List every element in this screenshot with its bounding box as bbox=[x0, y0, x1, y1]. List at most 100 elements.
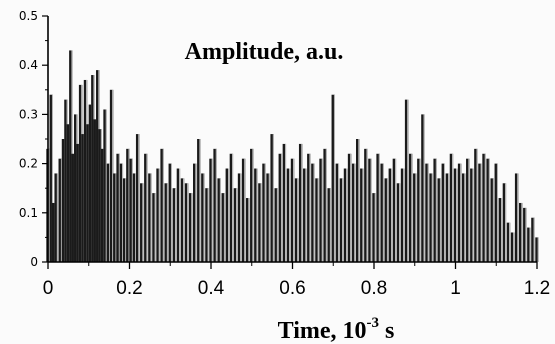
bar bbox=[116, 153, 120, 262]
chart-title: Amplitude, a.u. bbox=[185, 39, 344, 65]
bar bbox=[514, 173, 519, 262]
bar bbox=[315, 178, 319, 262]
bar bbox=[209, 158, 213, 262]
bar bbox=[282, 143, 287, 262]
bar bbox=[396, 183, 401, 262]
x-tick-label: 1 bbox=[450, 278, 461, 299]
bar bbox=[494, 163, 498, 262]
bar bbox=[360, 168, 364, 262]
bar bbox=[449, 153, 454, 262]
bar bbox=[245, 198, 250, 262]
bar bbox=[76, 143, 80, 262]
bar bbox=[83, 79, 88, 263]
bar bbox=[351, 163, 356, 262]
bar bbox=[502, 183, 507, 262]
bar bbox=[81, 134, 85, 262]
bar bbox=[429, 173, 433, 262]
bar bbox=[184, 183, 189, 262]
x-axis-label-text: Time, 10 bbox=[278, 318, 367, 344]
x-axis-label-exponent: -3 bbox=[367, 315, 380, 331]
bar bbox=[519, 202, 523, 262]
bar bbox=[441, 163, 445, 262]
x-tick-label: 0.8 bbox=[361, 278, 387, 299]
bar bbox=[61, 139, 66, 262]
x-axis-label-unit: s bbox=[379, 318, 394, 344]
bar bbox=[213, 148, 217, 262]
bar bbox=[290, 158, 295, 262]
bar bbox=[100, 148, 105, 262]
bar bbox=[148, 173, 152, 262]
bar bbox=[140, 183, 144, 262]
x-tick-label: 0 bbox=[43, 278, 54, 299]
bar bbox=[368, 158, 372, 262]
bar bbox=[408, 153, 413, 262]
bar bbox=[331, 94, 335, 262]
bar bbox=[527, 227, 531, 262]
bar bbox=[122, 178, 127, 262]
bar bbox=[71, 153, 75, 262]
y-tick-label: 0 bbox=[30, 255, 38, 269]
bar bbox=[356, 139, 360, 262]
bar bbox=[96, 70, 100, 263]
bar bbox=[49, 94, 53, 262]
bar bbox=[160, 148, 164, 262]
bar bbox=[176, 168, 181, 262]
bar bbox=[98, 129, 102, 262]
bar bbox=[197, 139, 201, 262]
bar bbox=[58, 158, 62, 262]
bar bbox=[106, 163, 111, 262]
bar bbox=[421, 114, 425, 263]
bar bbox=[66, 124, 71, 263]
bar bbox=[156, 168, 160, 262]
bar bbox=[425, 163, 429, 262]
bar bbox=[303, 168, 307, 262]
bar bbox=[457, 163, 462, 262]
y-tick-label: 0.1 bbox=[19, 206, 38, 220]
bar bbox=[201, 173, 205, 262]
y-tick-label: 0.4 bbox=[19, 58, 38, 72]
x-tick-label: 0.2 bbox=[116, 278, 142, 299]
bar bbox=[126, 148, 130, 262]
bar bbox=[466, 158, 470, 262]
bar bbox=[404, 99, 409, 262]
bar bbox=[109, 89, 114, 262]
bar bbox=[380, 163, 384, 262]
bar bbox=[233, 188, 238, 262]
bar bbox=[392, 158, 397, 262]
bar bbox=[266, 173, 270, 262]
bar bbox=[298, 143, 303, 262]
bar bbox=[241, 158, 246, 262]
x-axis-label: Time, 10-3 s bbox=[278, 315, 395, 344]
bar bbox=[69, 50, 73, 262]
bar bbox=[461, 173, 466, 262]
bar bbox=[453, 168, 458, 262]
bar bbox=[152, 193, 156, 262]
bar bbox=[445, 173, 450, 262]
bar bbox=[498, 198, 503, 262]
bar bbox=[286, 168, 291, 262]
bar bbox=[250, 148, 254, 262]
bar bbox=[119, 163, 124, 262]
bar bbox=[319, 158, 323, 262]
bar bbox=[274, 188, 278, 262]
y-tick-label: 0.3 bbox=[19, 107, 38, 121]
bar bbox=[311, 163, 315, 262]
bar bbox=[417, 158, 421, 262]
bar bbox=[168, 163, 172, 262]
bar bbox=[364, 148, 368, 262]
bar bbox=[388, 168, 392, 262]
bar bbox=[294, 178, 299, 262]
bar bbox=[278, 153, 282, 262]
bar bbox=[237, 173, 242, 262]
bar bbox=[64, 99, 68, 262]
bar bbox=[74, 114, 78, 263]
bar bbox=[347, 153, 352, 262]
bar bbox=[254, 168, 258, 262]
bar bbox=[327, 188, 331, 262]
bar bbox=[307, 153, 311, 262]
bar bbox=[113, 173, 117, 262]
bar bbox=[474, 148, 478, 262]
bar bbox=[343, 168, 348, 262]
